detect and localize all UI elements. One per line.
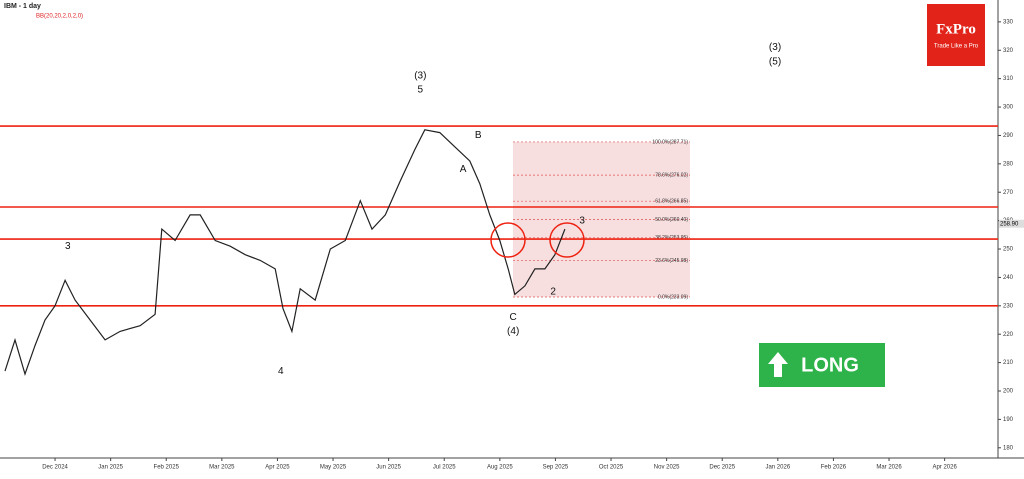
x-tick-label: Dec 2024 [42, 465, 68, 471]
wave-label: A [460, 164, 467, 175]
x-tick-label: Mar 2025 [209, 465, 235, 471]
indicator-label: BB(20,20,2,0,2,0) [36, 14, 83, 20]
fib-label: 61.8%(266.85) [655, 199, 688, 205]
x-tick-label: Aug 2025 [487, 465, 513, 471]
fib-label: 50.0%(260.40) [655, 217, 688, 223]
last-price-label: 258.90 [1000, 221, 1019, 227]
fib-label: 38.2%(253.95) [655, 235, 688, 241]
wave-label: 3 [579, 215, 585, 226]
y-tick-label: 320 [1003, 48, 1014, 54]
fib-label: 100.0%(287.71) [652, 139, 688, 145]
tagline: Trade Like a Pro [934, 44, 979, 50]
y-tick-label: 230 [1003, 303, 1014, 309]
highlight-circle [490, 222, 526, 258]
signal-label: LONG [801, 354, 859, 376]
last-price-box [999, 219, 1024, 228]
logo-box [927, 4, 985, 66]
fib-label: 0.0%(233.09) [658, 294, 688, 300]
brand: FxPro [936, 21, 976, 37]
y-tick-label: 180 [1003, 445, 1014, 451]
x-tick-label: Feb 2026 [821, 465, 847, 471]
wave-label: 4 [278, 366, 284, 377]
fib-label: 23.6%(245.98) [655, 258, 688, 264]
y-tick-label: 240 [1003, 275, 1014, 281]
wave-label: B [475, 130, 482, 141]
y-tick-label: 190 [1003, 417, 1014, 423]
x-tick-label: Jan 2026 [765, 465, 790, 471]
y-tick-label: 250 [1003, 247, 1014, 253]
price-line [4, 129, 566, 376]
x-tick-label: Apr 2025 [265, 465, 290, 471]
wave-label: (3) [414, 70, 426, 81]
up-arrow-icon [768, 352, 788, 377]
x-tick-label: Jan 2025 [98, 465, 123, 471]
wave-label: 2 [550, 286, 556, 297]
wave-label: C [510, 312, 517, 323]
x-tick-label: Feb 2025 [154, 465, 180, 471]
x-tick-label: Dec 2025 [709, 465, 735, 471]
y-tick-label: 200 [1003, 389, 1014, 395]
y-tick-label: 270 [1003, 190, 1014, 196]
y-tick-label: 330 [1003, 19, 1014, 25]
x-tick-label: Mar 2026 [876, 465, 902, 471]
plot: 100.0%(287.71) 78.6%(276.02) 61.8%(266.85)… [0, 42, 998, 377]
chart-title: IBM - 1 day [4, 3, 41, 10]
x-tick-label: Oct 2025 [599, 465, 624, 471]
x-tick-label: Nov 2025 [654, 465, 680, 471]
x-tick-label: Sep 2025 [543, 465, 569, 471]
fib-label: 78.6%(276.02) [655, 172, 688, 178]
y-tick-label: 210 [1003, 360, 1014, 366]
y-tick-label: 220 [1003, 332, 1014, 338]
x-tick-label: Jun 2025 [376, 465, 401, 471]
wave-label: (3) [769, 42, 781, 53]
wave-label: 3 [65, 241, 71, 252]
x-tick-label: Apr 2026 [932, 465, 957, 471]
y-tick-label: 310 [1003, 76, 1014, 82]
x-tick-label: Jul 2025 [433, 465, 456, 471]
wave-label: (4) [507, 326, 519, 337]
y-tick-label: 290 [1003, 133, 1014, 139]
y-tick-label: 300 [1003, 105, 1014, 111]
highlight-circle [549, 222, 585, 258]
y-tick-label: 280 [1003, 161, 1014, 167]
wave-label: 5 [418, 85, 424, 96]
x-tick-label: May 2025 [320, 465, 347, 471]
wave-label: (5) [769, 56, 781, 67]
